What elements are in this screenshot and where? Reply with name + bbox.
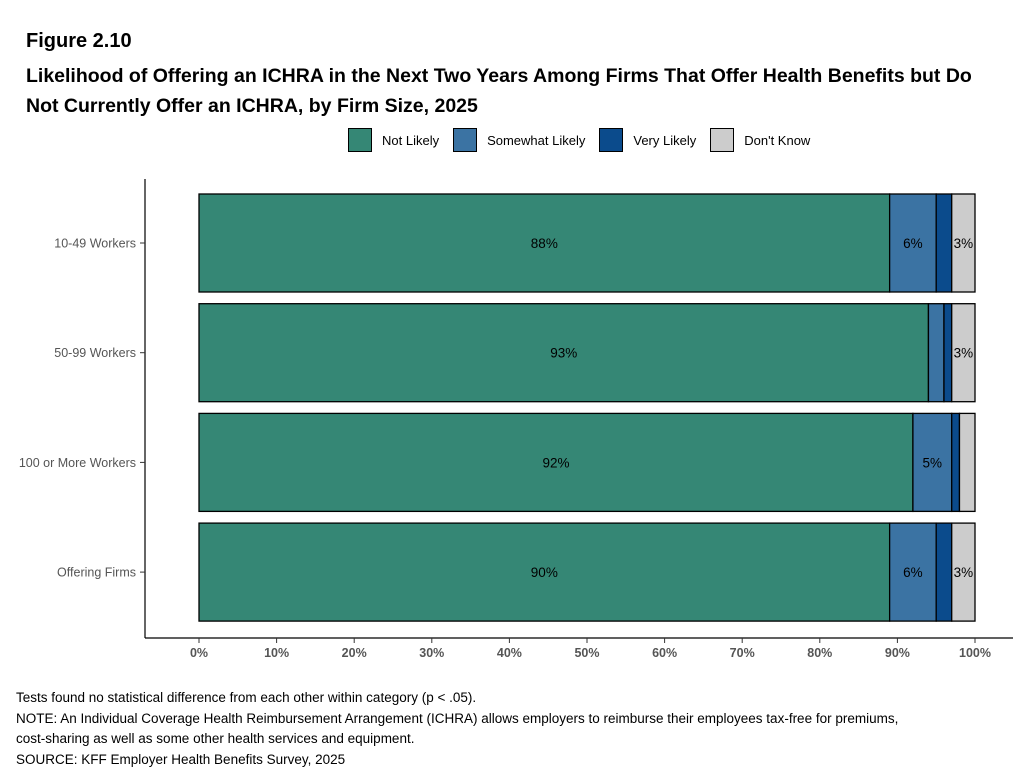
x-tick-label: 10% bbox=[264, 646, 289, 660]
legend-item-not-likely: Not Likely bbox=[348, 128, 439, 152]
x-tick-label: 40% bbox=[497, 646, 522, 660]
legend-item-somewhat-likely: Somewhat Likely bbox=[453, 128, 585, 152]
y-tick-label-100-or-more-workers: 100 or More Workers bbox=[19, 456, 136, 470]
data-label-don-t-know-offering-firms: 3% bbox=[954, 565, 974, 580]
stacked-bar-chart: 0% 10% 20% 30% 40% 50% 60% 70% 80% 90% 100% 10-49 W… bbox=[19, 179, 1013, 660]
legend-label-not-likely: Not Likely bbox=[382, 132, 440, 148]
bar-not-likely-50-99-workers bbox=[198, 303, 930, 403]
x-tick-label: 100% bbox=[959, 646, 991, 660]
bar-very-likely-100-or-more-workers bbox=[951, 412, 961, 513]
data-label-somewhat-likely-offering-firms: 6% bbox=[903, 565, 923, 580]
bar-not-likely-offering-firms bbox=[198, 522, 891, 622]
y-tick-label-offering-firms: Offering Firms bbox=[57, 566, 136, 580]
legend-swatch-not-likely bbox=[348, 128, 372, 152]
notes: Tests found no statistical difference fr… bbox=[16, 688, 898, 770]
x-tick-label: 30% bbox=[419, 646, 444, 660]
bar-somewhat-likely-offering-firms bbox=[888, 522, 937, 622]
data-label-not-likely-offering-firms: 90% bbox=[531, 565, 558, 580]
bar-somewhat-likely-100-or-more-workers bbox=[912, 412, 953, 513]
legend-item-very-likely: Very Likely bbox=[599, 128, 696, 152]
bar-don-t-know-100-or-more-workers bbox=[958, 412, 976, 513]
ichra-note-continued: cost-sharing as well as some other healt… bbox=[16, 731, 415, 746]
legend-swatch-very-likely bbox=[599, 128, 624, 152]
data-label-somewhat-likely-100-or-more-workers: 5% bbox=[923, 455, 943, 470]
data-label-not-likely-10-49-workers: 88% bbox=[531, 236, 558, 251]
legend-swatch-dont-know bbox=[710, 128, 735, 152]
bar-somewhat-likely-50-99-workers bbox=[927, 303, 945, 403]
legend-label-very-likely: Very Likely bbox=[633, 132, 697, 148]
y-tick-label-50-99-workers: 50-99 Workers bbox=[54, 346, 136, 360]
data-label-not-likely-50-99-workers: 93% bbox=[550, 346, 577, 361]
bar-very-likely-10-49-workers bbox=[935, 193, 953, 293]
bar-not-likely-10-49-workers bbox=[198, 193, 891, 293]
x-tick-label: 90% bbox=[885, 646, 910, 660]
bar-don-t-know-offering-firms bbox=[951, 522, 976, 622]
source-note: SOURCE: KFF Employer Health Benefits Sur… bbox=[16, 751, 346, 767]
data-label-don-t-know-10-49-workers: 3% bbox=[954, 236, 974, 251]
x-tick-label: 70% bbox=[730, 646, 755, 660]
x-tick-label: 60% bbox=[652, 646, 677, 660]
bar-very-likely-50-99-workers bbox=[943, 303, 953, 403]
bar-very-likely-offering-firms bbox=[935, 522, 953, 622]
legend-swatch-somewhat-likely bbox=[453, 128, 478, 152]
x-tick-label: 0% bbox=[190, 646, 208, 660]
x-tick-label: 50% bbox=[574, 646, 599, 660]
legend-label-somewhat-likely: Somewhat Likely bbox=[487, 132, 586, 148]
x-tick-label: 20% bbox=[342, 646, 367, 660]
data-label-somewhat-likely-10-49-workers: 6% bbox=[903, 236, 923, 251]
ichra-note: NOTE: An Individual Coverage Health Reim… bbox=[16, 710, 899, 726]
figure-number: Figure 2.10 bbox=[26, 30, 132, 52]
data-label-not-likely-100-or-more-workers: 92% bbox=[542, 455, 569, 470]
bar-somewhat-likely-10-49-workers bbox=[888, 193, 937, 293]
stat-note: Tests found no statistical difference fr… bbox=[16, 690, 477, 705]
legend-label-dont-know: Don't Know bbox=[744, 132, 811, 148]
bar-not-likely-100-or-more-workers bbox=[198, 412, 914, 513]
bar-don-t-know-10-49-workers bbox=[951, 193, 976, 293]
y-tick-label-10-49-workers: 10-49 Workers bbox=[54, 237, 136, 251]
legend-item-dont-know: Don't Know bbox=[710, 128, 810, 152]
x-tick-label: 80% bbox=[807, 646, 832, 660]
chart-title: Likelihood of Offering an ICHRA in the N… bbox=[26, 65, 972, 117]
data-label-don-t-know-50-99-workers: 3% bbox=[954, 346, 974, 361]
legend: Not Likely Somewhat Likely Very Likely D… bbox=[348, 127, 824, 153]
bar-don-t-know-50-99-workers bbox=[951, 303, 976, 403]
